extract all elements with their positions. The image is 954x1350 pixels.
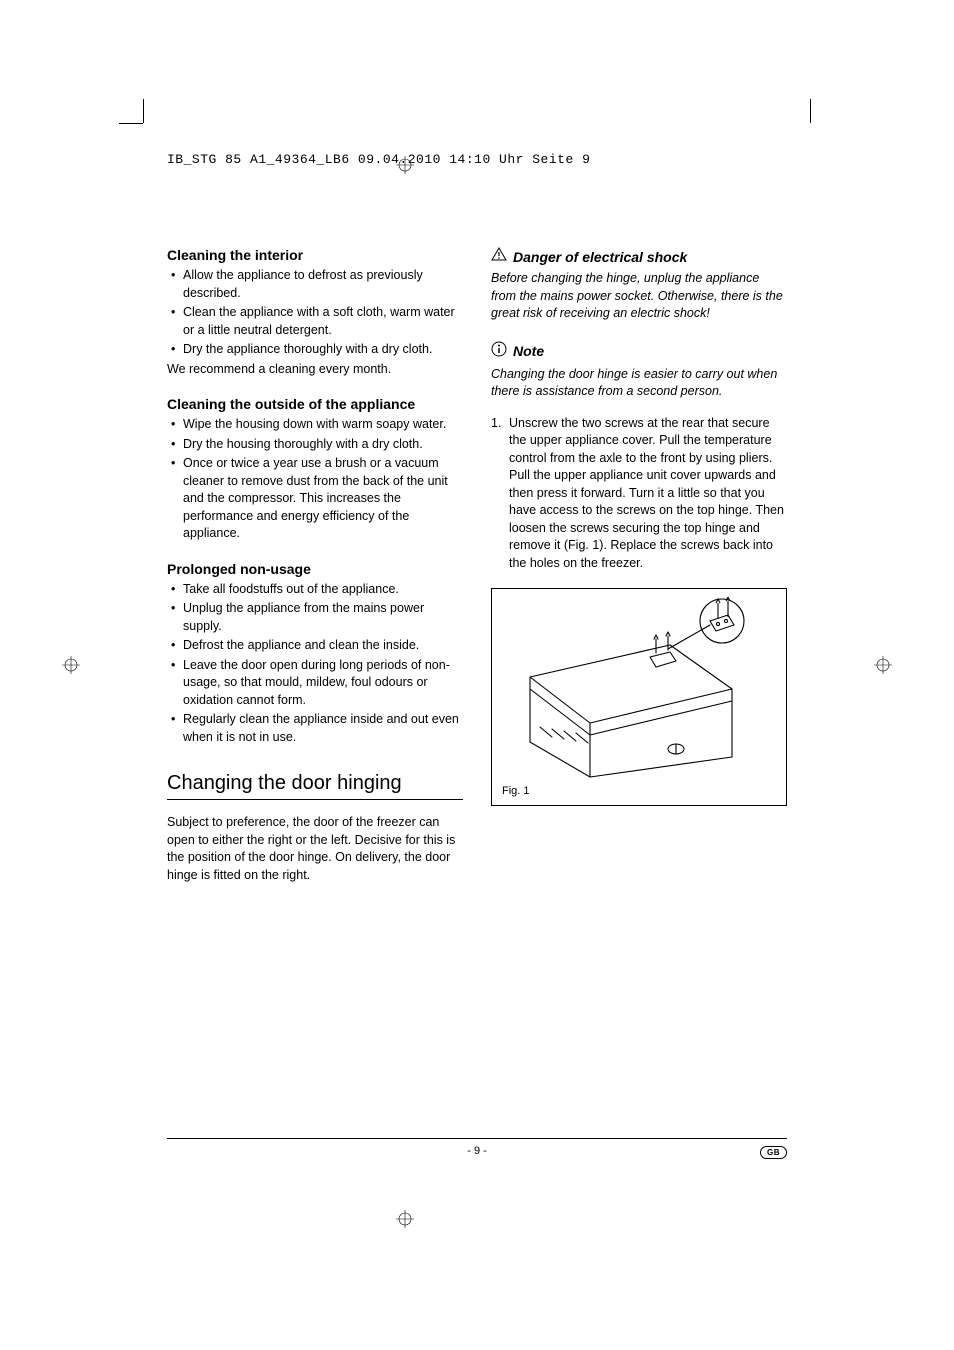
danger-body: Before changing the hinge, unplug the ap… [491,270,787,323]
list-item: Take all foodstuffs out of the appliance… [167,581,463,599]
list-item: Wipe the housing down with warm soapy wa… [167,416,463,434]
heading-changing-door-hinging: Changing the door hinging [167,772,463,800]
print-header: IB_STG 85 A1_49364_LB6 09.04.2010 14:10 … [167,152,590,167]
figure-1-illustration [500,597,778,787]
list-prolonged-nonusage: Take all foodstuffs out of the appliance… [167,581,463,747]
info-icon [491,341,507,362]
page-number: - 9 - [467,1145,487,1157]
step-item: 1. Unscrew the two screws at the rear th… [491,415,787,573]
para-cleaning-recommend: We recommend a cleaning every month. [167,361,463,379]
figure-1: Fig. 1 [491,588,787,806]
step-number: 1. [491,415,501,433]
list-item: Dry the appliance thoroughly with a dry … [167,341,463,359]
list-item: Dry the housing thoroughly with a dry cl… [167,436,463,454]
danger-title: Danger of electrical shock [513,249,687,265]
registration-mark-right [874,656,892,679]
note-body: Changing the door hinge is easier to car… [491,366,787,401]
heading-cleaning-outside: Cleaning the outside of the appliance [167,396,463,412]
list-item: Unplug the appliance from the mains powe… [167,600,463,635]
list-item: Once or twice a year use a brush or a va… [167,455,463,543]
list-cleaning-interior: Allow the appliance to defrost as previo… [167,267,463,359]
left-column: Cleaning the interior Allow the applianc… [167,247,463,886]
step-body: Unscrew the two screws at the rear that … [509,416,784,570]
language-badge: GB [760,1146,787,1159]
list-item: Leave the door open during long periods … [167,657,463,710]
note-title: Note [513,343,544,359]
step-list: 1. Unscrew the two screws at the rear th… [491,415,787,573]
para-door-hinging-intro: Subject to preference, the door of the f… [167,814,463,884]
right-column: Danger of electrical shock Before changi… [491,247,787,886]
list-cleaning-outside: Wipe the housing down with warm soapy wa… [167,416,463,543]
list-item: Allow the appliance to defrost as previo… [167,267,463,302]
registration-mark-left [62,656,80,679]
danger-heading: Danger of electrical shock [491,247,787,266]
heading-prolonged-nonusage: Prolonged non-usage [167,561,463,577]
registration-mark-bottom [396,1210,414,1233]
heading-cleaning-interior: Cleaning the interior [167,247,463,263]
list-item: Defrost the appliance and clean the insi… [167,637,463,655]
list-item: Regularly clean the appliance inside and… [167,711,463,746]
warning-icon [491,247,507,266]
page-footer: - 9 - [167,1138,787,1157]
figure-caption: Fig. 1 [502,785,530,797]
note-heading: Note [491,341,787,362]
list-item: Clean the appliance with a soft cloth, w… [167,304,463,339]
